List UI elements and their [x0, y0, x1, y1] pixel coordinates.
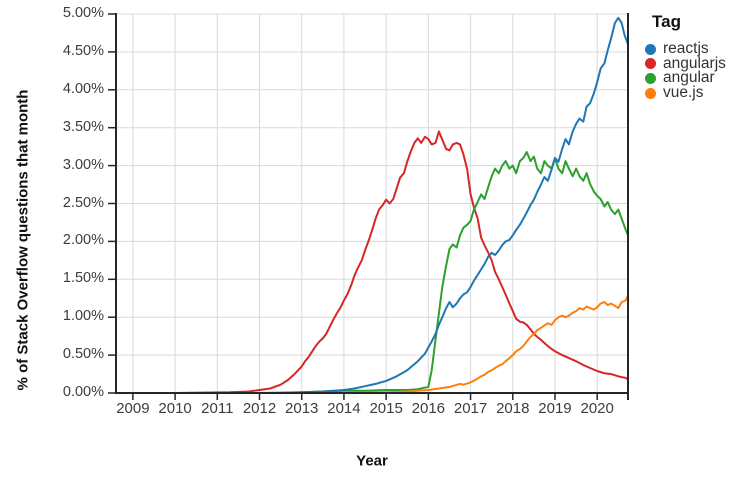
x-tick-label: 2010 — [158, 400, 192, 417]
legend-item-reactjs[interactable]: reactjs — [645, 40, 726, 58]
legend-swatch-icon — [645, 58, 656, 70]
x-tick-label: 2015 — [369, 400, 403, 417]
y-tick-label: 4.00% — [62, 80, 104, 97]
x-tick-label: 2011 — [201, 400, 234, 417]
series-line-vue.js — [116, 295, 628, 393]
legend-item-label: reactjs — [663, 40, 709, 58]
y-tick-label: 4.50% — [62, 42, 104, 59]
legend-item-vue.js[interactable]: vue.js — [645, 84, 726, 102]
legend-title: Tag — [652, 12, 681, 31]
x-tick-label: 2009 — [116, 400, 150, 417]
x-tick-label: 2020 — [580, 400, 614, 417]
x-tick-label: 2017 — [453, 400, 488, 417]
legend-swatch-icon — [645, 72, 656, 84]
legend-item-label: angular — [663, 69, 715, 87]
y-tick-label: 1.50% — [62, 270, 104, 287]
legend-swatch-icon — [645, 43, 656, 55]
legend: Tag reactjs angularjs angular vue.js — [645, 12, 726, 102]
legend-items: reactjs angularjs angular vue.js — [645, 40, 726, 102]
legend-swatch-icon — [645, 87, 656, 99]
x-tick-label: 2018 — [496, 400, 530, 417]
x-tick-label: 2016 — [411, 400, 446, 417]
y-tick-label: 1.00% — [62, 308, 104, 325]
y-axis-title: % of Stack Overflow questions that month — [14, 89, 32, 391]
x-tick-label: 2019 — [538, 400, 572, 417]
x-tick-label: 2012 — [242, 400, 277, 417]
y-tick-label: 0.00% — [62, 384, 104, 400]
y-tick-label: 0.50% — [62, 346, 104, 363]
x-tick-label: 2014 — [327, 400, 361, 417]
y-tick-label: 5.00% — [62, 5, 104, 21]
legend-item-label: angularjs — [663, 54, 726, 72]
legend-item-label: vue.js — [663, 84, 704, 102]
series-line-angular — [116, 151, 628, 393]
legend-item-angular[interactable]: angular — [645, 69, 726, 87]
y-tick-label: 2.00% — [62, 232, 104, 249]
x-tick-label: 2013 — [285, 400, 319, 417]
y-tick-label: 2.50% — [62, 194, 104, 211]
series-line-angularjs — [116, 130, 628, 393]
x-axis-title: Year — [356, 452, 388, 470]
y-tick-label: 3.50% — [62, 118, 104, 135]
legend-item-angularjs[interactable]: angularjs — [645, 54, 726, 72]
y-tick-label: 3.00% — [62, 156, 104, 173]
series-line-reactjs — [116, 16, 628, 393]
